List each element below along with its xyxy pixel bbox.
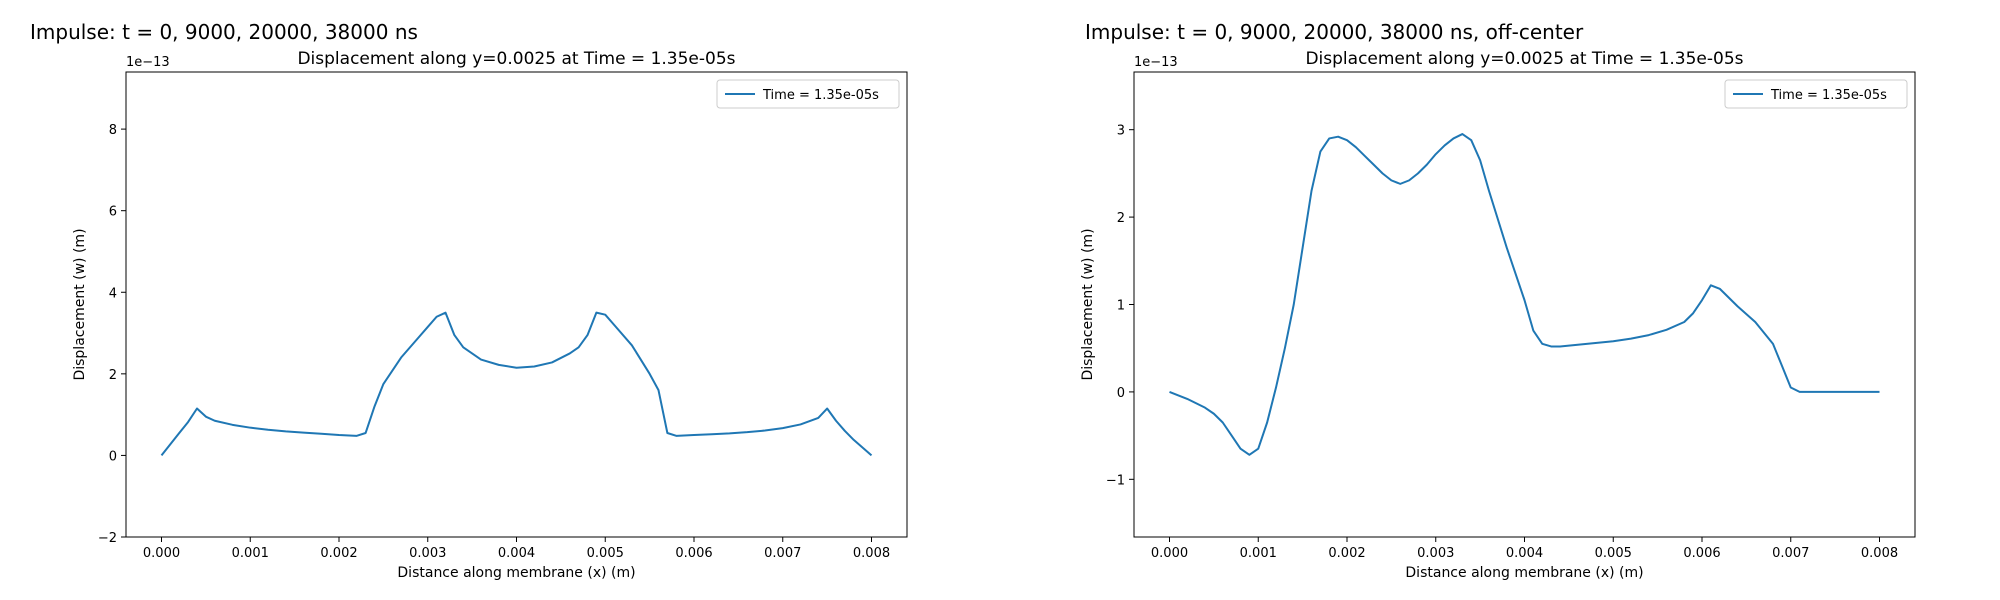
y-tick-label: 0 (109, 449, 117, 464)
chart-title: Displacement along y=0.0025 at Time = 1.… (1305, 49, 1743, 69)
legend-box (716, 79, 900, 109)
x-axis-label: Distance along membrane (x) (m) (1405, 565, 1643, 581)
plot-frame (125, 71, 908, 538)
y-tick-label: 1 (1117, 299, 1125, 314)
x-tick-label: 0.007 (1772, 546, 1809, 561)
x-tick-label: 0.006 (675, 546, 712, 561)
axis-offset-label: 1e−13 (1134, 55, 1178, 70)
x-tick-label: 0.005 (587, 546, 624, 561)
x-tick-label: 0.002 (1328, 546, 1365, 561)
legend: Time = 1.35e-05s (1724, 79, 1908, 109)
x-tick-label: 0.002 (320, 546, 357, 561)
panel-title: Impulse: t = 0, 9000, 20000, 38000 ns (30, 20, 418, 44)
series-line (160, 311, 873, 457)
x-tick-label: 0.008 (1861, 546, 1898, 561)
y-tick-label: 8 (109, 123, 117, 138)
y-tick-label: 0 (1117, 386, 1125, 401)
y-axis-label: Displacement (w) (m) (1080, 228, 1096, 380)
axis-offset-label: 1e−13 (126, 55, 170, 70)
x-tick-label: 0.007 (764, 546, 801, 561)
chart-left: Displacement along y=0.0025 at Time = 1.… (72, 49, 908, 581)
y-tick-label: 2 (1117, 211, 1125, 226)
y-tick-label: 3 (1117, 124, 1125, 139)
legend-box (1724, 79, 1908, 109)
y-tick-label: −2 (98, 531, 117, 546)
panel-title: Impulse: t = 0, 9000, 20000, 38000 ns, o… (1085, 20, 1584, 44)
y-tick-label: 4 (109, 286, 117, 301)
y-tick-label: 2 (109, 368, 117, 383)
right-panel: Impulse: t = 0, 9000, 20000, 38000 ns, o… (1000, 0, 2000, 600)
left-panel: Impulse: t = 0, 9000, 20000, 38000 ns Di… (30, 20, 908, 581)
chart-title: Displacement along y=0.0025 at Time = 1.… (297, 49, 735, 69)
x-tick-label: 0.006 (1683, 546, 1720, 561)
x-tick-label: 0.003 (1417, 546, 1454, 561)
x-tick-label: 0.001 (232, 546, 269, 561)
plot-frame (1133, 71, 1916, 538)
legend-label: Time = 1.35e-05s (1770, 88, 1887, 103)
x-tick-label: 0.003 (409, 546, 446, 561)
legend: Time = 1.35e-05s (716, 79, 900, 109)
x-tick-label: 0.001 (1240, 546, 1277, 561)
x-tick-label: 0.005 (1595, 546, 1632, 561)
chart-right: Displacement along y=0.0025 at Time = 1.… (1080, 49, 1916, 581)
y-tick-label: 6 (109, 205, 117, 220)
y-tick-label: −1 (1106, 473, 1125, 488)
legend-label: Time = 1.35e-05s (762, 88, 879, 103)
series-line (1169, 133, 1880, 456)
x-tick-label: 0.000 (143, 546, 180, 561)
y-axis-label: Displacement (w) (m) (72, 228, 88, 380)
x-axis-label: Distance along membrane (x) (m) (397, 565, 635, 581)
x-tick-label: 0.004 (498, 546, 535, 561)
x-tick-label: 0.008 (853, 546, 890, 561)
x-tick-label: 0.000 (1151, 546, 1188, 561)
x-tick-label: 0.004 (1506, 546, 1543, 561)
